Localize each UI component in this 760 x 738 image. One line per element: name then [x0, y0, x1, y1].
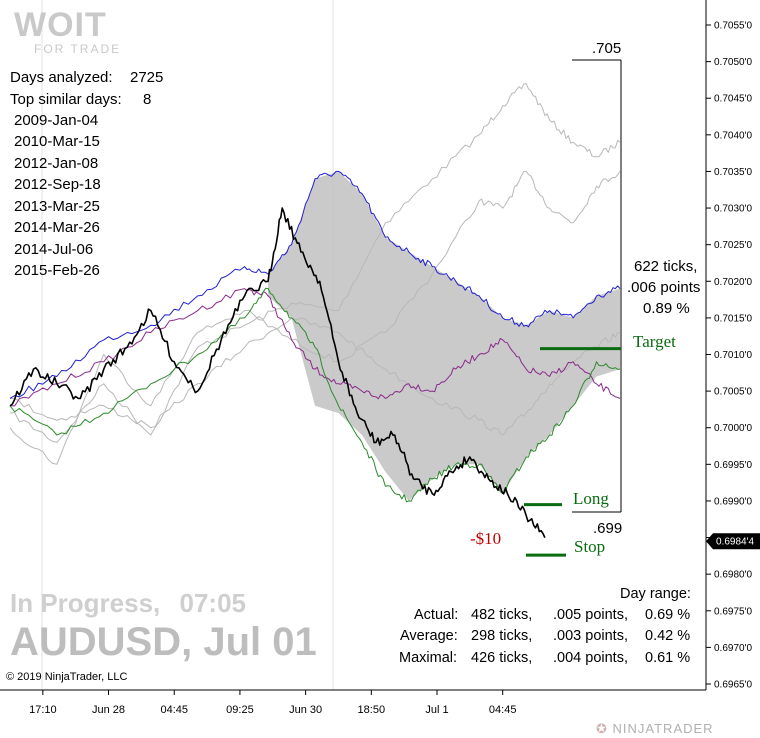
woit-logo-subtext: FOR TRADE: [34, 42, 122, 56]
similar-day: 2013-Mar-25: [14, 198, 100, 215]
long-label: Long: [573, 489, 609, 508]
similar-day: 2015-Feb-26: [14, 262, 100, 279]
stop-label: Stop: [574, 537, 606, 556]
series-line-5: [9, 287, 621, 503]
status-time: 07:05: [179, 588, 247, 618]
y-axis-panel: [706, 0, 760, 690]
current-price-label: 0.6984'4: [716, 537, 754, 548]
range-bracket: [572, 59, 622, 513]
current-price-badge-shape: [706, 533, 760, 550]
y-tick-label: 0.7050'0: [714, 57, 752, 68]
series-line-3: [9, 170, 621, 399]
series-layer: [9, 83, 621, 538]
x-tick-label: Jun 28: [92, 704, 125, 716]
top-similar-value: 8: [143, 91, 152, 108]
stat-points: .003 points,: [553, 628, 628, 644]
pnl-label: -$10: [470, 529, 502, 548]
ninjatrader-mark-icon: ✪: [596, 721, 613, 736]
y-axis: 0.7055'0 0.7050'0 0.7045'0 0.7040'0 0.7035'0…: [705, 0, 760, 691]
range-percent-text: 0.89 %: [643, 300, 690, 317]
similar-day: 2012-Sep-18: [14, 176, 101, 193]
symbol-date-title: AUDUSD, Jul 01: [10, 620, 317, 664]
y-tick-label: 0.6975'0: [714, 606, 752, 617]
stat-label: Average:: [400, 628, 458, 644]
x-tick-label: 04:45: [489, 704, 517, 716]
y-tick-label: 0.7000'0: [714, 423, 752, 434]
days-analyzed-value: 2725: [130, 69, 164, 86]
similar-day: 2009-Jan-04: [14, 112, 99, 129]
stat-points: .005 points,: [553, 607, 628, 623]
x-tick-label: 17:10: [29, 704, 57, 716]
series-line-1: [9, 170, 621, 465]
y-tick-label: 0.6965'0: [714, 680, 752, 691]
y-tick-label: 0.6980'0: [714, 570, 752, 581]
range-high-label: .705: [592, 40, 622, 57]
y-tick-label: 0.6995'0: [714, 460, 752, 471]
similar-day: 2010-Mar-15: [14, 133, 100, 150]
series-line-0: [9, 83, 621, 443]
stat-percent: 0.69 %: [645, 607, 691, 623]
range-low-label: .699: [593, 520, 623, 537]
similar-day: 2014-Jul-06: [14, 241, 94, 258]
day-range-heading: Day range:: [620, 586, 691, 602]
x-tick-label: Jun 30: [289, 704, 322, 716]
stat-percent: 0.61 %: [645, 650, 691, 666]
current-price-badge: 0.6984'4: [706, 533, 760, 550]
x-tick-label: 18:50: [358, 704, 386, 716]
stat-ticks: 426 ticks,: [471, 650, 533, 666]
y-tick-label: 0.7030'0: [714, 204, 752, 215]
y-tick-label: 0.7035'0: [714, 167, 752, 178]
range-points-text: .006 points: [627, 279, 701, 296]
series-line-6: [9, 207, 546, 538]
y-tick-label: 0.7015'0: [714, 313, 752, 324]
stat-ticks: 298 ticks,: [471, 628, 533, 644]
x-tick-label: 04:45: [160, 704, 188, 716]
top-similar-label: Top similar days:: [10, 91, 122, 108]
series-line-4: [9, 288, 621, 407]
days-analyzed-label: Days analyzed:: [10, 69, 113, 86]
status-state: In Progress,: [10, 588, 161, 618]
x-tick-label: Jul 1: [425, 704, 448, 716]
ninjatrader-logo: ✪ NINJATRADER: [596, 721, 714, 737]
y-tick-label: 0.6970'0: [714, 643, 752, 654]
similar-day: 2014-Mar-26: [14, 219, 100, 236]
y-tick-label: 0.7040'0: [714, 130, 752, 141]
y-tick-label: 0.7005'0: [714, 387, 752, 398]
target-label: Target: [633, 332, 676, 351]
stat-ticks: 482 ticks,: [471, 607, 533, 623]
y-tick-label: 0.7020'0: [714, 277, 752, 288]
y-tick-label: 0.7055'0: [714, 21, 752, 32]
series-line-2: [9, 317, 621, 436]
similar-day: 2012-Jan-08: [14, 155, 99, 172]
stat-percent: 0.42 %: [645, 628, 691, 644]
y-tick-label: 0.6990'0: [714, 496, 752, 507]
y-tick-label: 0.7010'0: [714, 350, 752, 361]
stat-points: .004 points,: [553, 650, 628, 666]
stat-label: Actual:: [414, 607, 459, 623]
y-tick-label: 0.7045'0: [714, 94, 752, 105]
similar-days-band: [268, 171, 620, 501]
range-ticks-text: 622 ticks,: [634, 258, 698, 275]
stat-label: Maximal:: [399, 650, 458, 666]
y-tick-label: 0.7025'0: [714, 240, 752, 251]
status-line: In Progress, 07:05: [10, 588, 246, 619]
y-ticks: 0.7055'0 0.7050'0 0.7045'0 0.7040'0 0.7035'0…: [706, 21, 752, 691]
x-axis: 17:10 Jun 28 04:45 09:25 Jun 30 18:50 Jul 1 04:…: [0, 689, 706, 716]
x-ticks: 17:10 Jun 28 04:45 09:25 Jun 30 18:50 Jul 1 04:…: [29, 690, 516, 716]
woit-logo: WOIT: [14, 6, 107, 44]
trade-levels: [524, 347, 621, 557]
ninjatrader-brand: NINJATRADER: [612, 721, 714, 736]
x-tick-label: 09:25: [226, 704, 254, 716]
copyright-text: © 2019 NinjaTrader, LLC: [6, 671, 128, 683]
